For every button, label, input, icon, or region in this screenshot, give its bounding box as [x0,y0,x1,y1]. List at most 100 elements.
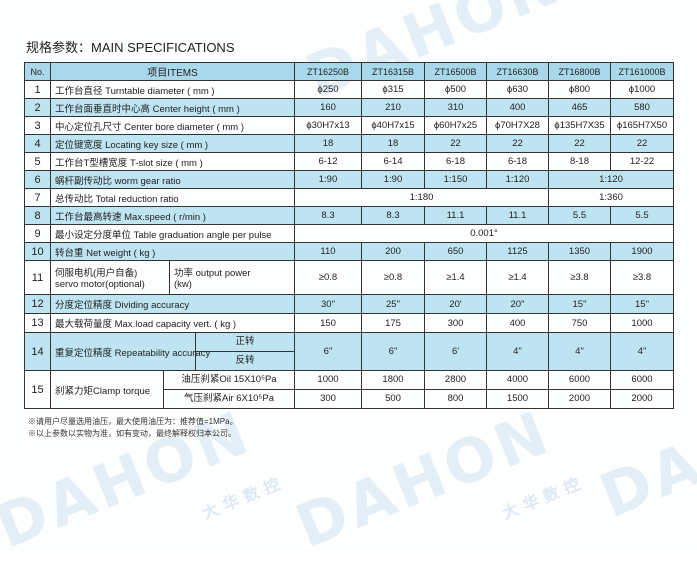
value-cell: 20' [424,294,487,314]
value-cell: 310 [424,98,487,117]
table-row: 14 重复定位精度 Repeatability accuracy 正转 反转 6" 6" 6… [24,332,674,371]
table-row: 9 最小设定分度单位 Table graduation angle per pul… [24,224,674,243]
table-row: 2 工作台面垂直时中心高 Center height ( mm ) 160 210 31… [24,98,674,117]
item-label: 伺服电机(用户自备) [55,268,138,279]
value-cell: 25" [361,294,425,314]
header-model: ZT161000B [610,62,674,81]
value-cell: 6000 [568,374,591,385]
value-cell: 750 [548,313,611,333]
row-number: 1 [24,80,51,99]
value-cell: 2800 [444,374,467,385]
value-cell: 2000 [549,389,610,408]
value-cell: 11.1 [486,206,549,225]
value-cell: 22 [486,134,549,153]
item-label: 转台重 Net weight ( kg ) [50,242,295,261]
value-cell: 6-18 [424,152,487,171]
item-label: 工作台直径 Turntable diameter ( mm ) [50,80,295,99]
value-cell: ≥3.8 [548,260,611,295]
table-row: 10 转台重 Net weight ( kg ) 110 200 650 1125 1350… [24,242,674,261]
item-label: 分度定位精度 Dividing accuracy [50,294,295,314]
value-cell: 8-18 [548,152,611,171]
item-label: 中心定位孔尺寸 Center bore diameter ( mm ) [50,116,295,135]
row-number: 6 [24,170,51,189]
table-row: 15 刹紧力矩Clamp torque 油压刹紧Oil 15X10⁵Pa 气压刹紧Ai… [24,370,674,409]
value-cell: 1350 [548,242,611,261]
watermark-logo: DA [590,428,697,532]
value-cell: 2000 [611,389,673,408]
page-title: 规格参数：MAIN SPECIFICATIONS [26,40,235,55]
table-row: 3 中心定位孔尺寸 Center bore diameter ( mm ) ϕ30H… [24,116,674,135]
value-cell: ≥0.8 [294,260,362,295]
sub-label: 气压刹紧Air 6X10⁵Pa [164,389,294,408]
row-number: 14 [24,332,51,371]
value-cell: 1000 [317,374,339,385]
value-cell: 18 [361,134,425,153]
item-cell: 伺服电机(用户自备) servo motor(optional) 功率 output… [50,260,295,295]
value-cell: 6-18 [486,152,549,171]
value-group: 2800 800 [424,370,487,409]
value-cell: 1:180 [294,188,549,207]
table-row: 13 最大载荷量度 Max.load capacity vert. ( kg ) 1… [24,313,674,333]
value-cell: 4" [548,332,611,371]
value-cell: ϕ40H7x15 [361,116,425,135]
sub-label: 反转 [196,351,294,370]
sub-label: 正转 [235,336,255,347]
value-cell: ϕ165H7X50 [610,116,674,135]
value-cell: 6" [294,332,362,371]
value-cell: 1000 [610,313,674,333]
value-cell: 15" [548,294,611,314]
value-cell: 22 [548,134,611,153]
value-group: 6000 2000 [548,370,611,409]
item-label: 工作台最高转速 Max.speed ( r/min ) [50,206,295,225]
table-row: 12 分度定位精度 Dividing accuracy 30" 25" 20' 20" 15… [24,294,674,314]
row-number: 13 [24,313,51,333]
sub-label: 功率 output power [174,268,251,279]
value-cell: 300 [424,313,487,333]
watermark-text: 大华数控 [499,472,589,523]
value-cell: 12-22 [610,152,674,171]
value-cell: ϕ500 [424,80,487,99]
table-row: 6 蜗杆副传动比 worm gear ratio 1:90 1:90 1:150 1:12… [24,170,674,189]
value-cell: ϕ30H7x13 [294,116,362,135]
value-cell: 580 [610,98,674,117]
value-group: 6000 2000 [610,370,674,409]
item-label: 重复定位精度 Repeatability accuracy [52,333,210,370]
value-cell: 0.001° [294,224,674,243]
row-number: 4 [24,134,51,153]
value-cell: 1:120 [486,170,549,189]
value-cell: 8.3 [294,206,362,225]
value-cell: 5.5 [610,206,674,225]
value-cell: ϕ630 [486,80,549,99]
value-cell: 30" [294,294,362,314]
header-model: ZT16500B [424,62,487,81]
table-row: 4 定位键宽度 Locating key size ( mm ) 18 18 22 22 2… [24,134,674,153]
row-number: 3 [24,116,51,135]
value-cell: 20" [486,294,549,314]
table-row: 11 伺服电机(用户自备) servo motor(optional) 功率 outp… [24,260,674,295]
sub-label-unit: (kw) [174,279,192,290]
value-cell: 1:120 [548,170,674,189]
value-cell: ϕ135H7X35 [548,116,611,135]
item-label-en: servo motor(optional) [55,279,145,290]
table-row: 5 工作台T型槽宽度 T-slot size ( mm ) 6-12 6-14 6-18… [24,152,674,171]
watermark-logo: DAHON [286,397,562,563]
value-cell: 1800 [382,374,404,385]
item-label: 最大载荷量度 Max.load capacity vert. ( kg ) [50,313,295,333]
row-number: 5 [24,152,51,171]
value-cell: ϕ1000 [610,80,674,99]
value-group: 4000 1500 [486,370,549,409]
item-cell: 重复定位精度 Repeatability accuracy 正转反转 [50,332,295,371]
header-items: 项目ITEMS [50,62,295,81]
value-cell: 15" [610,294,674,314]
table-header: No. 项目ITEMS ZT16250B ZT16315B ZT16500B Z… [24,62,674,81]
value-cell: 1:90 [294,170,362,189]
item-label: 蜗杆副传动比 worm gear ratio [50,170,295,189]
item-label: 工作台T型槽宽度 T-slot size ( mm ) [50,152,295,171]
row-number: 9 [24,224,51,243]
value-cell: 18 [294,134,362,153]
value-cell: 6-14 [361,152,425,171]
value-cell: ϕ800 [548,80,611,99]
item-label: 总传动比 Total reduction ratio [50,188,295,207]
value-cell: 6" [361,332,425,371]
